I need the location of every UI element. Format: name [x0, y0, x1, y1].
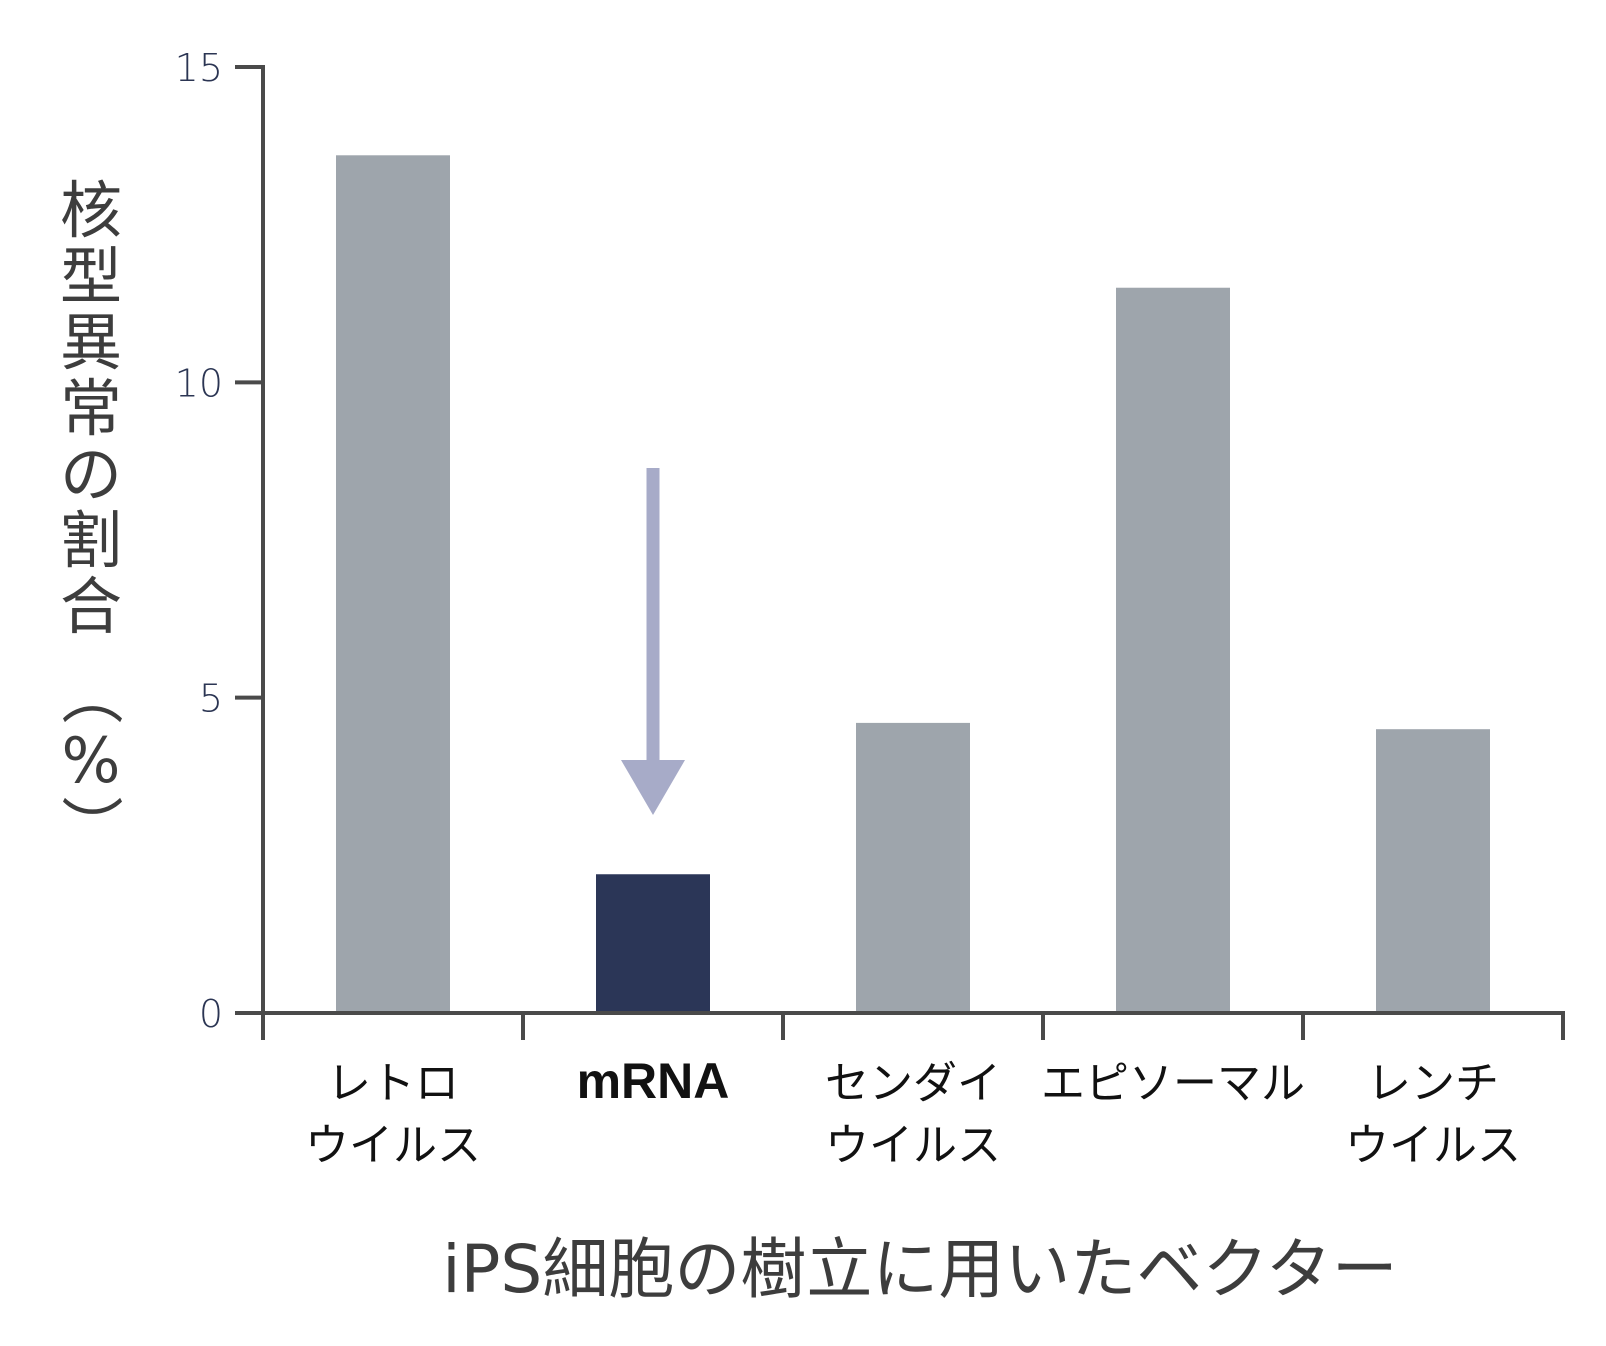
- bar-1: [596, 874, 710, 1013]
- y-tick-label: 5: [199, 677, 223, 721]
- arrow-head-icon: [621, 760, 685, 815]
- x-category-label: エピソーマル: [1041, 1058, 1305, 1109]
- down-arrow-annotation: [621, 468, 685, 815]
- y-axis-title-char: %: [62, 724, 121, 797]
- y-axis-title-char: の: [60, 438, 122, 511]
- y-axis-title-char: 合: [60, 570, 122, 643]
- arrow-shaft: [646, 468, 660, 768]
- y-axis-title-char: ）: [54, 795, 127, 857]
- bar-0: [336, 155, 450, 1013]
- y-tick-label: 15: [175, 46, 223, 90]
- y-axis-title-char: 割: [60, 504, 122, 577]
- bar-4: [1376, 729, 1490, 1013]
- y-axis-title-char: （: [54, 663, 127, 725]
- y-axis-title-char: 型: [60, 240, 122, 313]
- y-axis-title-char: 異: [60, 306, 122, 379]
- x-category-label: ウイルス: [1345, 1120, 1521, 1171]
- x-category-label: ウイルス: [305, 1120, 481, 1171]
- y-axis-ticks: 0 5 10 15: [175, 46, 263, 1036]
- x-category-label: ウイルス: [825, 1120, 1001, 1171]
- y-axis-title-char: 常: [60, 372, 122, 445]
- x-category-label: mRNA: [577, 1053, 730, 1109]
- axes-group: [261, 65, 1565, 1040]
- y-tick-label: 0: [199, 992, 223, 1036]
- x-category-label: レンチ: [1367, 1058, 1499, 1109]
- bars-group: [336, 155, 1490, 1013]
- y-axis-title-char: 核: [60, 174, 122, 247]
- bar-2: [856, 722, 970, 1013]
- y-tick-label: 10: [175, 361, 223, 405]
- x-category-label: センダイ: [825, 1058, 1001, 1109]
- x-axis-title: iPS細胞の樹立に用いたベクター: [442, 1231, 1397, 1308]
- bar-3: [1116, 287, 1230, 1013]
- x-category-label: レトロ: [327, 1058, 459, 1109]
